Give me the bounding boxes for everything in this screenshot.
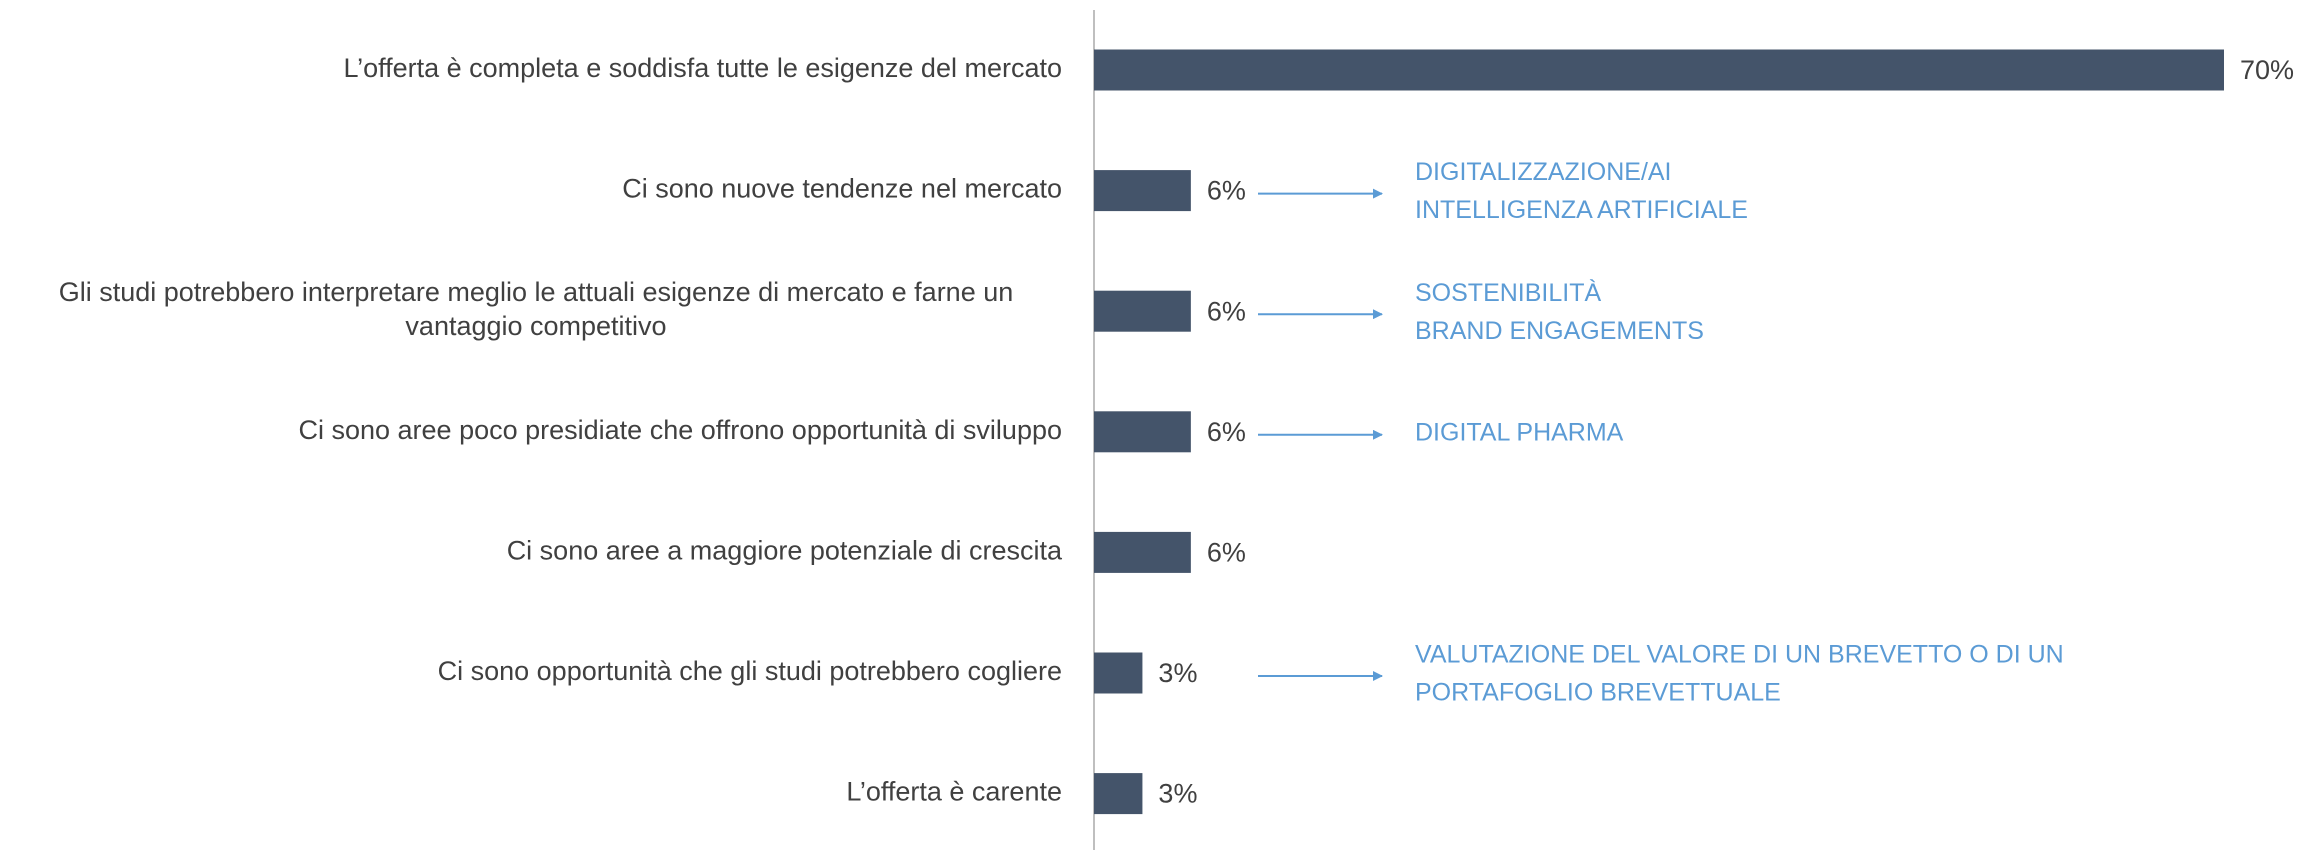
value-label: 6%: [1207, 296, 1246, 326]
value-label: 6%: [1207, 538, 1246, 568]
category-label: Ci sono aree poco presidiate che offrono…: [298, 415, 1062, 445]
category-label: Ci sono opportunità che gli studi potreb…: [438, 656, 1062, 686]
value-label: 70%: [2240, 55, 2294, 85]
category-label-line: vantaggio competitivo: [405, 311, 666, 341]
value-label: 6%: [1207, 176, 1246, 206]
annotation-text: VALUTAZIONE DEL VALORE DI UN BREVETTO O …: [1415, 641, 2064, 669]
category-label: L’offerta è carente: [846, 777, 1062, 807]
annotation-text: BRAND ENGAGEMENTS: [1415, 317, 1704, 345]
category-label: Ci sono nuove tendenze nel mercato: [622, 174, 1062, 204]
category-label: Gli studi potrebbero interpretare meglio…: [59, 277, 1014, 341]
value-label: 6%: [1207, 417, 1246, 447]
annotation-text: DIGITAL PHARMA: [1415, 418, 1624, 446]
annotation-text: PORTAFOGLIO BREVETTUALE: [1415, 679, 1781, 707]
annotation-text: DIGITALIZZAZIONE/AI: [1415, 158, 1672, 186]
annotation-text: INTELLIGENZA ARTIFICIALE: [1415, 196, 1748, 224]
bar: [1094, 652, 1143, 694]
category-label: Ci sono aree a maggiore potenziale di cr…: [507, 536, 1063, 566]
bar: [1094, 49, 2224, 91]
bar: [1094, 531, 1191, 573]
bar: [1094, 290, 1191, 332]
category-label: L’offerta è completa e soddisfa tutte le…: [344, 53, 1062, 83]
category-label-line: Gli studi potrebbero interpretare meglio…: [59, 277, 1014, 307]
value-label: 3%: [1158, 779, 1197, 809]
bar: [1094, 773, 1143, 815]
value-label: 3%: [1158, 658, 1197, 688]
bar: [1094, 411, 1191, 453]
annotation-text: SOSTENIBILITÀ: [1415, 278, 1601, 307]
bar: [1094, 170, 1191, 212]
